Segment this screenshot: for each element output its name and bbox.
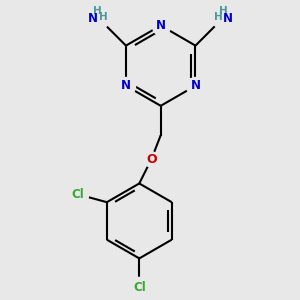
Text: N: N [190, 79, 200, 92]
Text: H: H [214, 13, 223, 22]
Text: Cl: Cl [133, 281, 146, 294]
Text: N: N [121, 79, 131, 92]
Text: N: N [223, 12, 233, 25]
Text: O: O [146, 153, 157, 166]
Text: H: H [94, 7, 102, 16]
Text: N: N [88, 12, 98, 25]
Text: H: H [219, 7, 228, 16]
Text: N: N [156, 19, 166, 32]
Text: Cl: Cl [71, 188, 84, 201]
Text: H: H [99, 13, 108, 22]
